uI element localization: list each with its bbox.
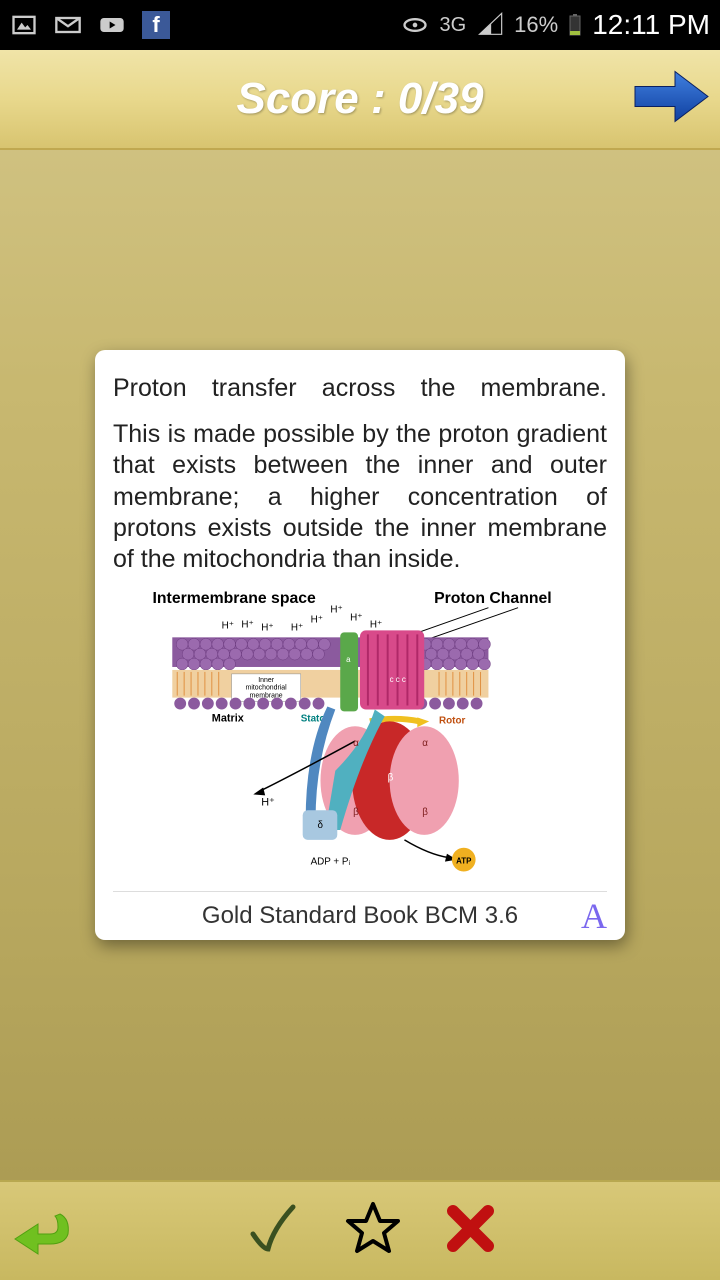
content-area: Proton transfer across the membrane. Thi… — [0, 150, 720, 1180]
lipid-band — [172, 670, 488, 698]
svg-text:Inner: Inner — [258, 677, 274, 684]
svg-text:Matrix: Matrix — [212, 713, 244, 725]
svg-text:α: α — [353, 738, 359, 749]
svg-text:δ: δ — [318, 820, 324, 831]
card-letter-mark: A — [581, 895, 607, 937]
svg-text:H⁺: H⁺ — [311, 615, 323, 626]
android-status-bar: f 3G 16% 12:11 PM — [0, 0, 720, 50]
back-arrow-icon — [10, 1199, 80, 1259]
svg-text:ADP + Pᵢ: ADP + Pᵢ — [311, 857, 351, 868]
bottom-toolbar — [0, 1180, 720, 1280]
signal-icon — [476, 11, 504, 39]
x-icon — [443, 1201, 498, 1256]
card-body: This is made possible by the proton grad… — [113, 419, 607, 575]
svg-text:ATP: ATP — [456, 857, 471, 866]
svg-text:H⁺: H⁺ — [330, 605, 342, 616]
svg-text:Rotor: Rotor — [439, 716, 465, 727]
status-right-icons: 3G 16% 12:11 PM — [401, 9, 710, 41]
facebook-icon: f — [142, 11, 170, 39]
star-icon — [343, 1199, 403, 1259]
picture-icon — [10, 11, 38, 39]
card-reference: Gold Standard Book BCM 3.6 — [202, 902, 518, 930]
arrow-right-icon — [630, 67, 710, 127]
youtube-icon — [98, 11, 126, 39]
svg-text:β: β — [388, 773, 394, 784]
check-button[interactable] — [243, 1199, 303, 1264]
network-type: 3G — [439, 14, 466, 37]
next-button[interactable] — [630, 67, 710, 132]
svg-text:mitochondrial: mitochondrial — [246, 685, 288, 692]
close-button[interactable] — [443, 1201, 498, 1261]
flashcard[interactable]: Proton transfer across the membrane. Thi… — [95, 350, 625, 940]
battery-percent: 16% — [514, 12, 558, 38]
svg-text:H⁺: H⁺ — [261, 797, 275, 809]
svg-text:β: β — [422, 807, 428, 818]
favorite-button[interactable] — [343, 1199, 403, 1264]
mail-icon — [54, 11, 82, 39]
card-title: Proton transfer across the membrane. — [113, 374, 607, 403]
membrane-top — [172, 638, 490, 671]
svg-text:c c c: c c c — [390, 675, 406, 684]
svg-text:H⁺: H⁺ — [350, 613, 362, 624]
svg-text:H⁺: H⁺ — [241, 620, 253, 631]
status-left-icons: f — [10, 11, 170, 39]
app-header: Score : 0/39 — [0, 50, 720, 150]
svg-text:H⁺: H⁺ — [291, 623, 303, 634]
atp-synthase-diagram: Intermembrane space Proton Channel H⁺ H⁺… — [113, 583, 607, 879]
clock-time: 12:11 PM — [592, 9, 710, 41]
battery-icon — [568, 11, 582, 39]
svg-text:α: α — [422, 738, 428, 749]
svg-text:H⁺: H⁺ — [261, 623, 273, 634]
eye-icon — [401, 11, 429, 39]
proton-channel-shape: c c c — [360, 631, 424, 710]
svg-text:H⁺: H⁺ — [222, 621, 234, 632]
checkmark-icon — [243, 1199, 303, 1259]
back-button[interactable] — [10, 1199, 80, 1264]
svg-text:H⁺: H⁺ — [370, 620, 382, 631]
svg-text:β: β — [353, 807, 359, 818]
diagram-label-channel: Proton Channel — [434, 590, 552, 607]
card-footer: Gold Standard Book BCM 3.6 A — [113, 891, 607, 930]
score-label: Score : 0/39 — [236, 74, 483, 124]
center-actions — [243, 1199, 558, 1264]
diagram-label-intermembrane: Intermembrane space — [153, 590, 317, 607]
svg-text:a: a — [346, 655, 351, 664]
